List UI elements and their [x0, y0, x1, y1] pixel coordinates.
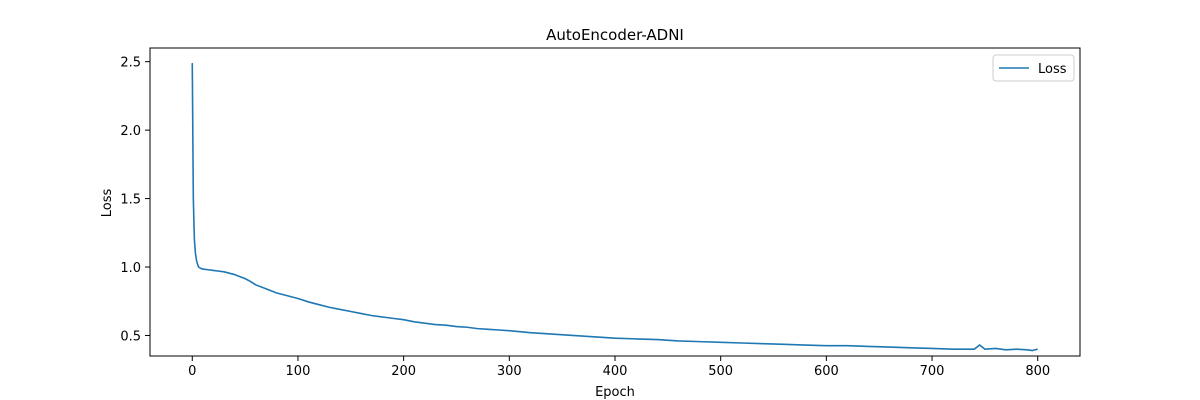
chart-title: AutoEncoder-ADNI	[546, 26, 684, 44]
y-tick-label: 2.0	[120, 124, 141, 139]
x-axis-ticks: 0 100 200 300 400 500 600 700 800	[188, 356, 1050, 379]
y-tick-label: 0.5	[120, 329, 141, 344]
x-tick-label: 800	[1025, 364, 1050, 379]
y-tick-label: 1.0	[120, 261, 141, 276]
x-tick-label: 300	[497, 364, 522, 379]
x-tick-label: 0	[188, 364, 196, 379]
x-tick-label: 500	[708, 364, 733, 379]
y-tick-label: 1.5	[120, 193, 141, 208]
x-axis-label: Epoch	[595, 385, 635, 400]
loss-series-line	[191, 63, 1038, 352]
x-tick-label: 700	[920, 364, 945, 379]
x-tick-label: 200	[391, 364, 416, 379]
x-tick-label: 100	[286, 364, 311, 379]
plot-area	[149, 47, 1081, 357]
x-tick-label: 600	[814, 364, 839, 379]
x-tick-label: 400	[603, 364, 628, 379]
y-axis-label: Loss	[100, 189, 115, 218]
y-tick-label: 2.5	[120, 56, 141, 71]
legend: Loss	[992, 54, 1075, 82]
legend-box	[992, 54, 1075, 82]
legend-label-loss: Loss	[1038, 62, 1067, 77]
y-axis-ticks: 0.5 1.0 1.5 2.0 2.5	[120, 56, 150, 344]
